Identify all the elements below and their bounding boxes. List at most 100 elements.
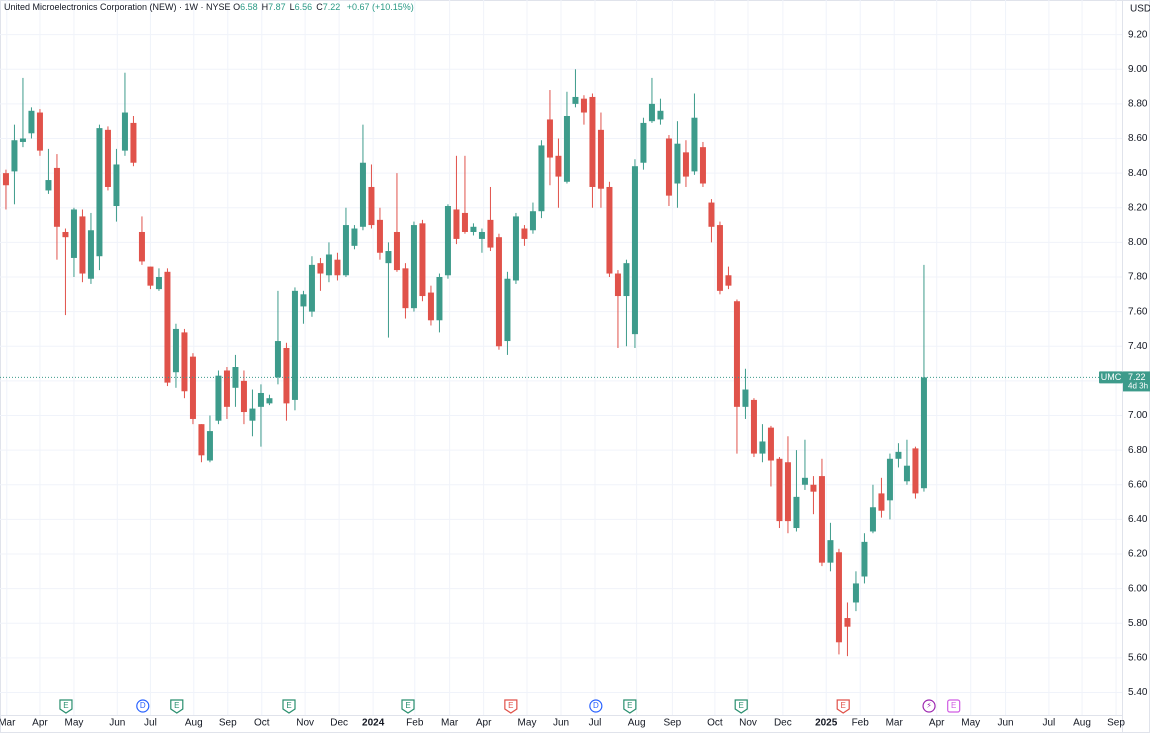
candle-body	[699, 147, 706, 184]
event-label: D	[140, 701, 146, 710]
ohlc-key: O	[233, 2, 241, 12]
y-tick-label: 8.80	[1128, 99, 1148, 110]
event-marker[interactable]: E	[623, 699, 637, 714]
candle-body	[733, 301, 740, 407]
event-marker[interactable]: E	[59, 699, 73, 714]
event-marker[interactable]: E	[836, 699, 850, 714]
candle-body	[810, 484, 817, 492]
candle-body	[240, 380, 247, 413]
candle-body	[725, 275, 732, 286]
candle-body	[104, 129, 111, 187]
event-marker[interactable]: ⚡	[922, 699, 936, 713]
symbol-title: United Microelectronics Corporation (NEW…	[4, 2, 231, 12]
event-label: E	[841, 701, 846, 710]
candle-body	[257, 392, 264, 407]
event-marker[interactable]: E	[947, 699, 961, 713]
candle-body	[368, 186, 375, 226]
event-label: E	[627, 701, 632, 710]
event-icon	[623, 699, 637, 714]
candle-body	[716, 225, 723, 291]
candle-body	[903, 465, 910, 482]
event-label: E	[405, 701, 410, 710]
event-label: E	[951, 701, 956, 710]
candle-body	[852, 583, 859, 603]
candle-body	[45, 180, 52, 191]
candle-body	[402, 268, 409, 309]
ohlc-key: H	[261, 2, 269, 12]
event-marker[interactable]: D	[136, 699, 150, 713]
candle-body	[393, 231, 400, 271]
event-label: E	[63, 701, 68, 710]
candle-body	[529, 211, 536, 231]
event-marker[interactable]: E	[504, 699, 518, 714]
candle-body	[342, 225, 349, 276]
candle-body	[895, 451, 902, 459]
countdown-label: 4d 3h	[1128, 382, 1148, 391]
candle-body	[563, 115, 570, 182]
event-icon	[589, 699, 603, 713]
candle-body	[198, 424, 205, 456]
event-label: ⚡	[926, 701, 932, 710]
x-tick-label: Feb	[852, 718, 870, 729]
event-marker[interactable]: D	[589, 699, 603, 713]
ohlc-key: C	[316, 2, 323, 12]
candle-body	[801, 477, 808, 485]
candle-body	[555, 155, 562, 177]
x-tick-label: Mar	[886, 718, 904, 729]
last-price-label: 7.22	[1128, 372, 1146, 382]
x-tick-label: Jul	[589, 718, 602, 729]
x-tick-label: Aug	[1073, 718, 1091, 729]
event-marker[interactable]: E	[401, 699, 415, 714]
x-tick-label: Feb	[406, 718, 424, 729]
candle-body	[53, 167, 60, 227]
x-tick-label: Jun	[109, 718, 125, 729]
candle-body	[172, 328, 179, 373]
x-tick-label: May	[518, 718, 537, 729]
ohlc-value: 6.58	[240, 2, 258, 12]
event-label: D	[593, 701, 599, 710]
x-tick-label: 2024	[362, 718, 385, 729]
y-tick-label: 6.20	[1128, 549, 1148, 560]
candle-body	[444, 206, 451, 276]
candle-body	[572, 96, 579, 104]
x-tick-label: Sep	[219, 718, 237, 729]
candle-body	[385, 251, 392, 264]
candle-body	[920, 377, 927, 489]
candle-body	[793, 496, 800, 529]
x-tick-label: 2025	[815, 718, 838, 729]
y-tick-label: 5.80	[1128, 618, 1148, 629]
candle-body	[223, 370, 230, 407]
x-tick-label: Nov	[296, 718, 314, 729]
candle-body	[317, 263, 324, 274]
x-tick-label: Jun	[553, 718, 569, 729]
event-marker[interactable]: E	[282, 699, 296, 714]
candle-body	[334, 259, 341, 276]
y-tick-label: 6.00	[1128, 583, 1148, 594]
candle-body	[232, 367, 239, 388]
event-icon	[282, 699, 296, 714]
ohlc-value: 6.56	[294, 2, 313, 12]
symbol-badge	[1099, 371, 1123, 384]
y-tick-label: 8.00	[1128, 237, 1148, 248]
y-tick-label: 7.00	[1128, 410, 1148, 421]
symbol-label: UMC	[1101, 372, 1122, 382]
candle-body	[181, 332, 188, 392]
currency-label: USD	[1130, 4, 1150, 15]
candle-body	[665, 138, 672, 196]
x-tick-label: Jul	[144, 718, 157, 729]
x-tick-label: Jul	[1043, 718, 1056, 729]
x-tick-label: Dec	[330, 718, 348, 729]
candle-body	[121, 112, 128, 151]
candle-body	[691, 117, 698, 172]
candle-body	[62, 231, 69, 238]
y-tick-label: 8.20	[1128, 202, 1148, 213]
candle-body	[436, 276, 443, 321]
candle-body	[640, 122, 647, 163]
event-marker[interactable]: E	[170, 699, 184, 714]
y-tick-label: 6.60	[1128, 479, 1148, 490]
event-marker[interactable]: E	[734, 699, 748, 714]
candle-body	[512, 216, 519, 281]
candle-body	[487, 219, 494, 248]
